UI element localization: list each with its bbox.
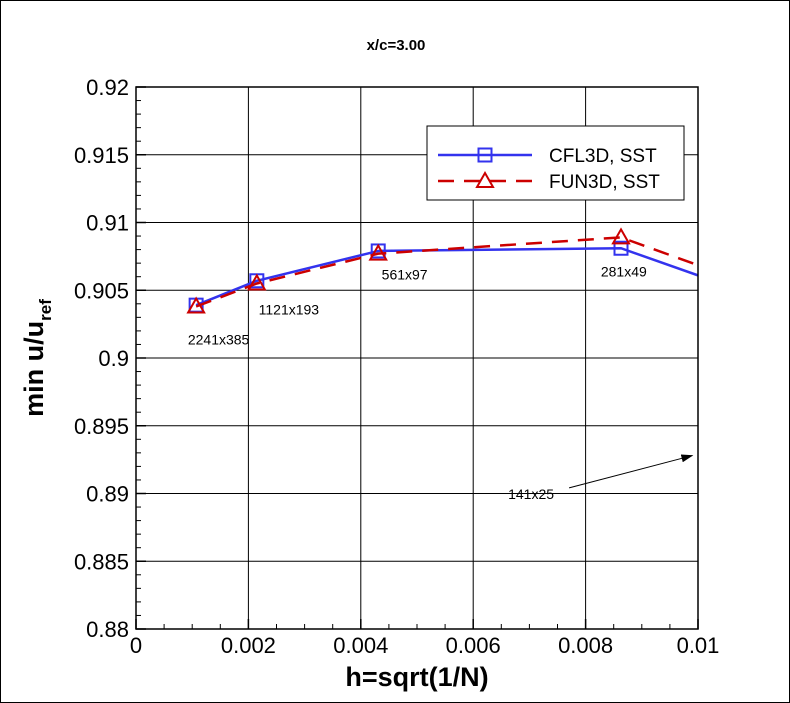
annotations: 2241x385 1121x193 561x97 281x49 141x25 <box>188 264 694 502</box>
square-marker <box>613 240 629 256</box>
series-layer <box>186 227 698 314</box>
annotation-label: 141x25 <box>508 486 554 502</box>
x-axis-label: h=sqrt(1/N) <box>345 662 488 692</box>
annotation-label: 281x49 <box>601 264 647 280</box>
chart-title: x/c=3.00 <box>367 37 426 54</box>
y-tick-label: 0.89 <box>86 482 129 507</box>
square-marker <box>477 147 493 163</box>
x-tick-label: 0.006 <box>446 633 501 658</box>
x-tick-label: 0.008 <box>558 633 613 658</box>
y-tick-label: 0.9 <box>98 346 129 371</box>
triangle-marker <box>475 170 495 188</box>
annotation-label: 561x97 <box>382 266 428 282</box>
plot-border <box>135 86 699 630</box>
ticks: 0 0.002 0.004 0.006 0.008 0.01 0.88 0.885 0.89 0.… <box>74 75 719 658</box>
x-tick-label: 0 <box>130 633 142 658</box>
annotation-arrow <box>568 454 694 489</box>
series-line <box>195 236 698 308</box>
y-axis-label-sub: ref <box>36 299 55 321</box>
y-tick-label: 0.88 <box>86 617 129 642</box>
triangle-marker <box>368 243 388 261</box>
legend: CFL3D, SST FUN3D, SST <box>426 125 685 201</box>
x-tick-label: 0.01 <box>677 633 720 658</box>
y-axis-label: min u/uref <box>19 299 55 417</box>
series-line <box>195 246 698 307</box>
legend-label: CFL3D, SST <box>549 146 657 167</box>
y-tick-label: 0.885 <box>74 549 129 574</box>
y-tick-label: 0.91 <box>86 211 129 236</box>
triangle-marker <box>186 296 206 314</box>
triangle-marker <box>247 273 267 291</box>
y-axis-label-main: min u/u <box>19 321 49 417</box>
legend-box <box>426 125 685 201</box>
legend-label: FUN3D, SST <box>549 172 660 193</box>
y-tick-label: 0.905 <box>74 278 129 303</box>
annotation-label: 1121x193 <box>259 302 320 318</box>
annotation-label: 2241x385 <box>188 331 250 347</box>
y-tick-label: 0.915 <box>74 143 129 168</box>
x-tick-label: 0.004 <box>333 633 388 658</box>
triangle-marker <box>611 227 631 245</box>
x-tick-label: 0.002 <box>221 633 276 658</box>
y-tick-label: 0.895 <box>74 414 129 439</box>
y-tick-label: 0.92 <box>86 75 129 100</box>
